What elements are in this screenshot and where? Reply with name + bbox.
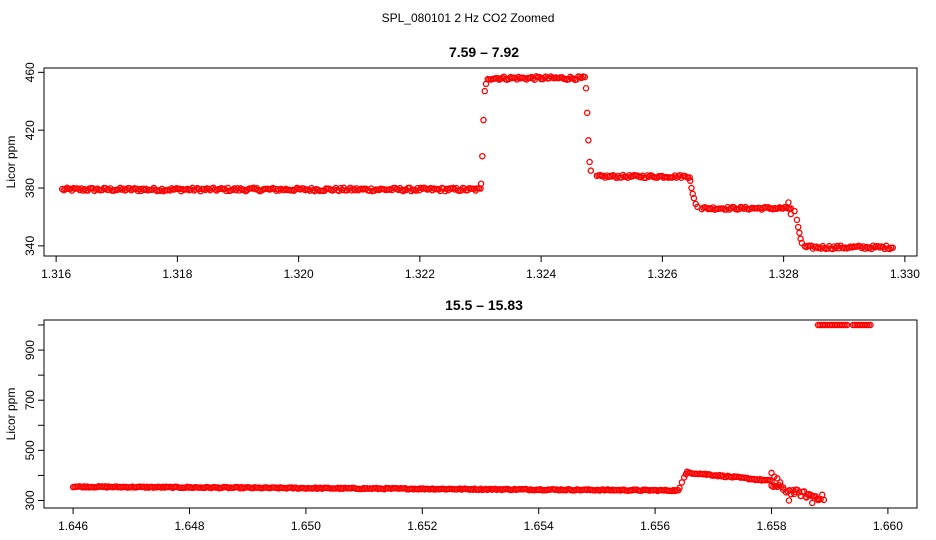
data-point <box>680 474 688 481</box>
data-point <box>694 203 701 211</box>
data-point <box>814 496 822 504</box>
x-tick-label: 1.326 <box>647 267 677 281</box>
data-point <box>482 80 490 88</box>
x-tick-label: 1.650 <box>291 519 321 533</box>
y-tick-label: 420 <box>23 120 37 140</box>
figure-title: SPL_080101 2 Hz CO2 Zoomed <box>382 11 555 25</box>
data-point <box>686 174 693 181</box>
x-tick-label: 1.648 <box>174 519 204 533</box>
x-tick-label: 1.654 <box>524 519 554 533</box>
data-point <box>587 167 595 174</box>
x-tick-label: 1.658 <box>756 519 786 533</box>
data-point <box>796 229 803 237</box>
panel-1-y-axis-label: Licor ppm <box>4 136 18 189</box>
x-tick-label: 1.322 <box>405 267 435 281</box>
panel-2-x-axis: 1.646 1.648 1.650 1.652 1.654 1.656 1.658 1.660 <box>58 508 903 533</box>
data-point <box>690 194 698 202</box>
data-point <box>585 137 592 144</box>
data-point <box>768 477 775 485</box>
panel-1: 7.59 – 7.92 1.316 1.318 1.320 1.322 1.324 1.3… <box>4 44 920 281</box>
panel-1-plot-frame <box>43 67 918 257</box>
panel-2-points <box>69 321 874 507</box>
data-point <box>791 207 798 215</box>
x-tick-label: 1.318 <box>162 267 192 281</box>
data-point <box>237 185 245 192</box>
x-tick-label: 1.652 <box>407 519 437 533</box>
data-point <box>477 180 485 187</box>
y-tick-label: 340 <box>23 236 37 256</box>
x-tick-label: 1.328 <box>769 267 799 281</box>
data-point <box>678 479 686 486</box>
data-point <box>586 158 593 166</box>
data-point <box>481 87 488 95</box>
data-point <box>776 479 784 486</box>
data-point <box>785 497 793 504</box>
data-point <box>889 244 897 251</box>
panel-2-title: 15.5 – 15.83 <box>445 297 523 313</box>
x-tick-label: 1.320 <box>284 267 314 281</box>
data-point <box>867 321 874 329</box>
data-point <box>250 184 257 191</box>
data-point <box>779 484 787 491</box>
data-point <box>803 494 810 501</box>
panel-1-title: 7.59 – 7.92 <box>449 44 519 60</box>
x-tick-label: 1.656 <box>640 519 670 533</box>
panel-2-y-axis-label: Licor ppm <box>4 388 18 441</box>
x-tick-label: 1.660 <box>873 519 903 533</box>
x-tick-label: 1.324 <box>526 267 556 281</box>
y-tick-label: 700 <box>23 390 37 410</box>
data-point <box>785 199 792 206</box>
data-point <box>794 223 802 231</box>
data-point <box>449 184 457 192</box>
data-point <box>582 85 590 92</box>
data-point <box>688 184 695 192</box>
data-point <box>619 171 627 179</box>
data-point <box>581 73 589 81</box>
panel-2-y-axis: 300 500 700 900 <box>23 324 44 510</box>
data-point <box>480 116 487 124</box>
x-tick-label: 1.646 <box>58 519 88 533</box>
x-tick-label: 1.316 <box>41 267 71 281</box>
data-point <box>798 239 806 247</box>
data-point <box>687 177 694 185</box>
data-point <box>868 245 875 253</box>
panel-2: 15.5 – 15.83 1.646 1.648 1.650 1.652 1.654 1.… <box>4 297 918 533</box>
data-point <box>797 492 804 500</box>
y-tick-label: 300 <box>23 490 37 510</box>
data-point <box>479 152 486 160</box>
data-point <box>578 74 585 82</box>
data-point <box>791 488 799 495</box>
data-point <box>808 499 816 507</box>
data-point <box>583 109 591 117</box>
data-point <box>676 484 683 492</box>
data-point <box>116 184 124 192</box>
y-tick-label: 900 <box>23 340 37 360</box>
data-point <box>682 470 690 478</box>
panel-1-points <box>58 73 897 253</box>
panel-2-plot-frame <box>43 319 918 509</box>
y-tick-label: 460 <box>23 62 37 82</box>
y-tick-label: 500 <box>23 440 37 460</box>
panel-1-y-axis: 340 380 420 460 <box>23 62 44 256</box>
y-tick-label: 380 <box>23 178 37 198</box>
x-tick-label: 1.330 <box>890 267 920 281</box>
panel-1-x-axis: 1.316 1.318 1.320 1.322 1.324 1.326 1.328 1.330 <box>41 256 920 281</box>
data-point <box>793 216 801 224</box>
